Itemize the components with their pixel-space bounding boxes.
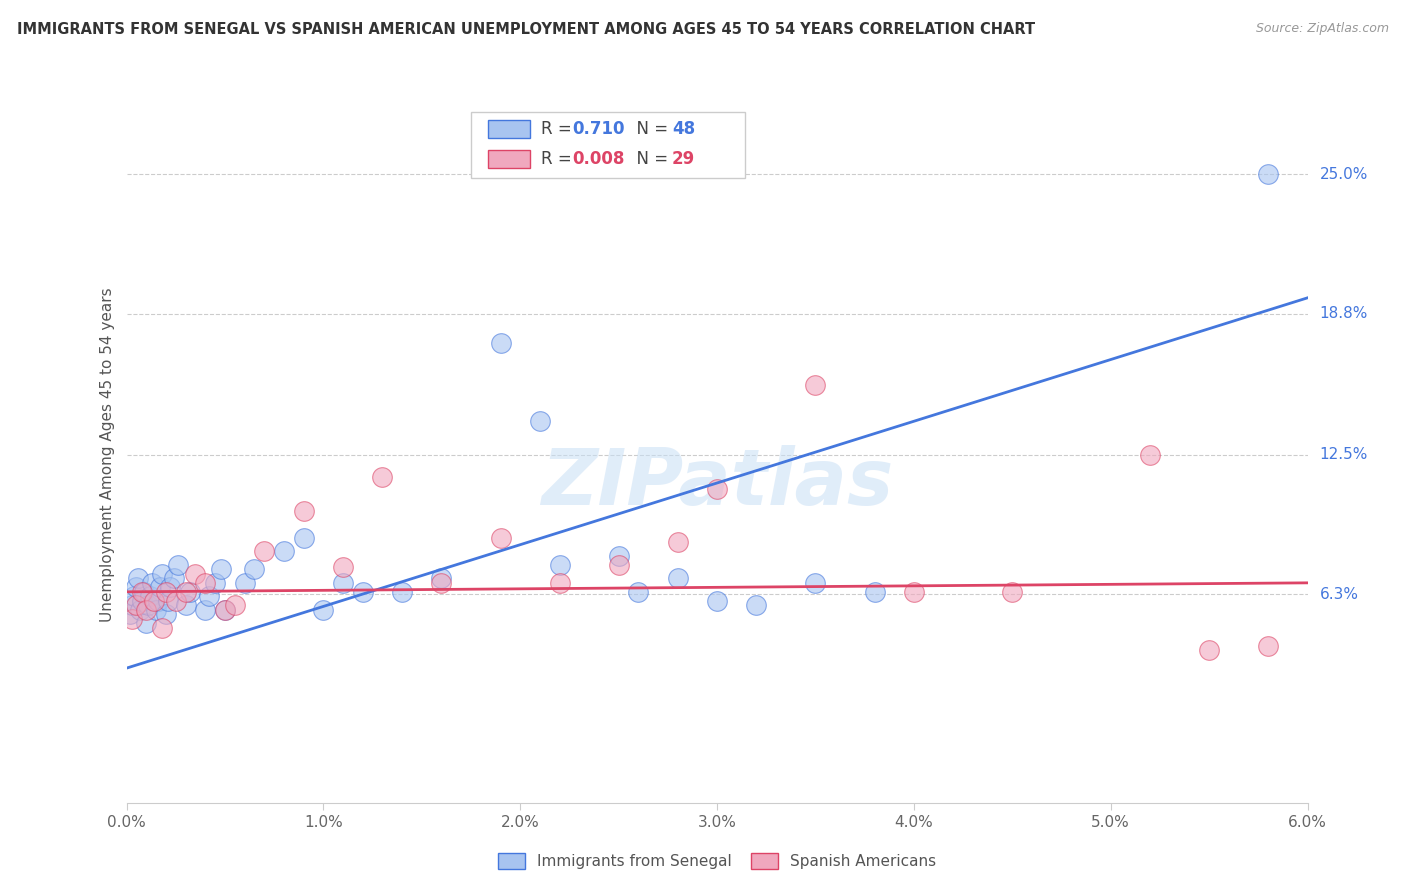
Text: 0.710: 0.710 xyxy=(572,120,624,138)
Point xyxy=(135,616,157,631)
Text: 29: 29 xyxy=(672,150,696,168)
Point xyxy=(194,575,217,590)
Point xyxy=(156,594,179,608)
Point xyxy=(145,603,167,617)
Point xyxy=(194,603,217,617)
Point xyxy=(125,580,148,594)
Point xyxy=(607,549,630,563)
Point xyxy=(174,599,197,613)
Point xyxy=(121,599,143,613)
Point xyxy=(141,575,163,590)
Point xyxy=(124,590,146,604)
Text: 0.008: 0.008 xyxy=(572,150,624,168)
Point xyxy=(233,575,256,590)
Point xyxy=(666,535,689,549)
Point xyxy=(548,575,571,590)
Point xyxy=(529,414,551,428)
Point xyxy=(273,544,295,558)
Point xyxy=(292,531,315,545)
Point xyxy=(165,594,187,608)
Point xyxy=(1198,643,1220,657)
Text: R =: R = xyxy=(541,150,578,168)
Point xyxy=(174,584,197,599)
Point xyxy=(129,603,152,617)
Point xyxy=(166,558,188,572)
Point xyxy=(430,575,453,590)
Point xyxy=(134,584,156,599)
Point xyxy=(136,599,159,613)
Point xyxy=(804,378,827,392)
Point xyxy=(214,603,236,617)
Text: ZIPatlas: ZIPatlas xyxy=(541,445,893,521)
Point xyxy=(863,584,886,599)
Point xyxy=(706,594,728,608)
Point xyxy=(214,603,236,617)
Point xyxy=(745,599,768,613)
Point xyxy=(131,584,153,599)
Point xyxy=(332,575,354,590)
Text: 25.0%: 25.0% xyxy=(1319,167,1368,182)
Point xyxy=(127,571,149,585)
Point xyxy=(204,575,226,590)
Point xyxy=(352,584,374,599)
Point xyxy=(155,607,177,622)
Point xyxy=(489,531,512,545)
Point xyxy=(209,562,232,576)
Point xyxy=(706,482,728,496)
Point xyxy=(243,562,266,576)
Point xyxy=(903,584,925,599)
Point xyxy=(143,594,166,608)
Point xyxy=(179,584,201,599)
Text: 18.8%: 18.8% xyxy=(1319,306,1368,321)
Point xyxy=(135,603,157,617)
Point xyxy=(666,571,689,585)
Point xyxy=(125,599,148,613)
Point xyxy=(1139,448,1161,462)
Point xyxy=(371,470,394,484)
Point xyxy=(198,590,221,604)
Point xyxy=(627,584,650,599)
Text: N =: N = xyxy=(626,120,673,138)
Point xyxy=(184,566,207,581)
Point xyxy=(548,558,571,572)
Point xyxy=(292,504,315,518)
Point xyxy=(150,621,173,635)
Point xyxy=(121,612,143,626)
Point xyxy=(253,544,276,558)
Point xyxy=(430,571,453,585)
Point xyxy=(391,584,413,599)
Text: 12.5%: 12.5% xyxy=(1319,448,1368,462)
Point xyxy=(146,594,169,608)
Point xyxy=(139,590,162,604)
Point xyxy=(607,558,630,572)
Point xyxy=(312,603,335,617)
Point xyxy=(159,580,181,594)
Point xyxy=(131,594,153,608)
Point xyxy=(1257,639,1279,653)
Text: N =: N = xyxy=(626,150,673,168)
Point xyxy=(1257,167,1279,181)
Text: 6.3%: 6.3% xyxy=(1319,587,1358,601)
Point xyxy=(489,335,512,350)
Point xyxy=(120,607,142,622)
Text: IMMIGRANTS FROM SENEGAL VS SPANISH AMERICAN UNEMPLOYMENT AMONG AGES 45 TO 54 YEA: IMMIGRANTS FROM SENEGAL VS SPANISH AMERI… xyxy=(17,22,1035,37)
Text: 48: 48 xyxy=(672,120,695,138)
Point xyxy=(224,599,246,613)
Point xyxy=(804,575,827,590)
Point xyxy=(1001,584,1024,599)
Point xyxy=(332,560,354,574)
Y-axis label: Unemployment Among Ages 45 to 54 years: Unemployment Among Ages 45 to 54 years xyxy=(100,287,115,623)
Legend: Immigrants from Senegal, Spanish Americans: Immigrants from Senegal, Spanish America… xyxy=(492,847,942,875)
Point xyxy=(149,580,172,594)
Point xyxy=(163,571,186,585)
Point xyxy=(150,566,173,581)
Text: Source: ZipAtlas.com: Source: ZipAtlas.com xyxy=(1256,22,1389,36)
Point xyxy=(155,584,177,599)
Text: R =: R = xyxy=(541,120,578,138)
